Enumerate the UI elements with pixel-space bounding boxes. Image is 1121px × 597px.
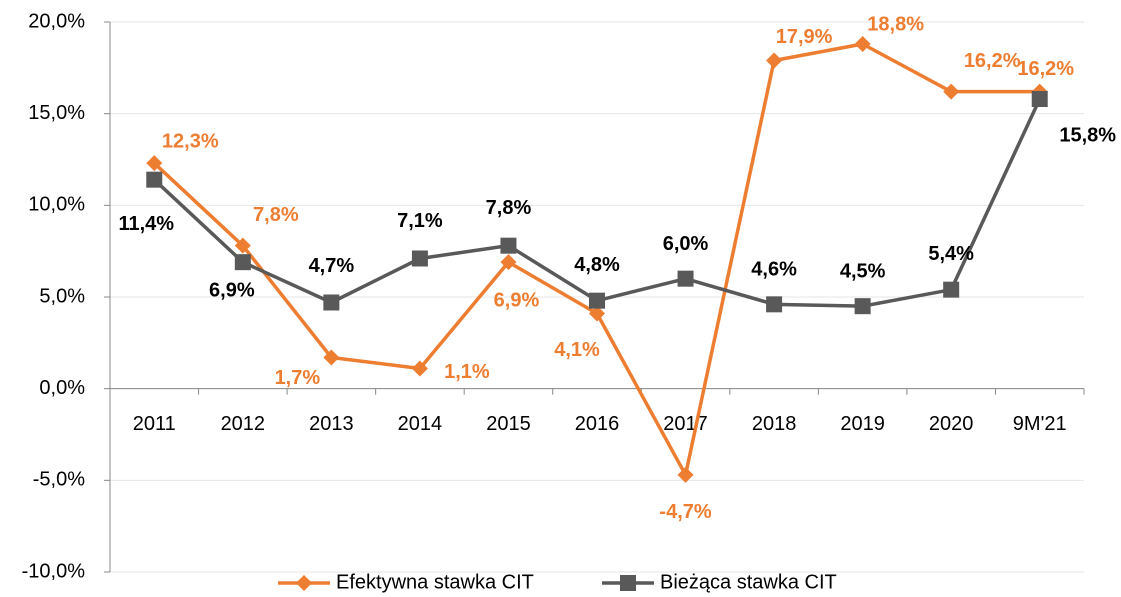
data-label: 4,5% [840, 260, 886, 282]
data-label: 4,8% [574, 254, 620, 276]
marker [677, 466, 694, 483]
marker [854, 298, 871, 315]
marker [234, 237, 251, 254]
x-tick-label: 2012 [221, 413, 266, 435]
x-tick-label: 2013 [309, 413, 354, 435]
data-label: 4,6% [751, 259, 797, 281]
data-label: 6,9% [209, 279, 255, 301]
x-tick-label: 2016 [575, 413, 620, 435]
legend-label: Bieżąca stawka CIT [660, 571, 837, 593]
x-tick-label: 2014 [398, 413, 443, 435]
marker [766, 52, 783, 69]
x-tick-label: 2011 [133, 413, 176, 435]
marker [234, 254, 251, 271]
marker [323, 349, 340, 366]
marker [500, 254, 517, 271]
x-tick-label: 2019 [840, 413, 885, 435]
y-tick-label: 5,0% [39, 285, 85, 307]
y-tick-label: -10,0% [22, 560, 86, 582]
y-tick-label: 10,0% [28, 194, 85, 216]
y-tick-label: -5,0% [33, 469, 85, 491]
marker [411, 360, 428, 377]
marker [146, 171, 163, 188]
data-label: 6,9% [494, 289, 540, 311]
marker [411, 250, 428, 267]
marker [500, 237, 517, 254]
x-tick-label: 2017 [663, 413, 708, 435]
data-label: 18,8% [867, 13, 924, 35]
data-label: 7,8% [486, 197, 532, 219]
data-label: -4,7% [659, 501, 711, 523]
marker [943, 281, 960, 298]
data-label: 17,9% [776, 26, 833, 48]
data-label: 12,3% [162, 130, 219, 152]
marker [296, 575, 312, 591]
legend-label: Efektywna stawka CIT [336, 571, 534, 593]
x-tick-label: 2018 [752, 413, 797, 435]
data-label: 15,8% [1059, 124, 1116, 146]
marker [677, 270, 694, 287]
y-tick-label: 15,0% [28, 102, 85, 124]
data-label: 7,1% [397, 210, 443, 232]
data-label: 11,4% [118, 213, 174, 235]
x-tick-label: 2020 [929, 413, 974, 435]
data-label: 16,2% [964, 50, 1021, 72]
marker [620, 575, 636, 591]
marker [943, 83, 960, 100]
y-tick-label: 20,0% [28, 10, 85, 32]
marker [1031, 91, 1048, 107]
data-label: 4,7% [309, 255, 355, 277]
x-tick-label: 9M'21 [1013, 413, 1067, 435]
data-label: 1,7% [275, 367, 321, 389]
marker [146, 155, 163, 172]
y-tick-label: 0,0% [39, 377, 85, 399]
data-label: 4,1% [554, 339, 600, 361]
marker [854, 36, 871, 52]
marker [323, 294, 340, 311]
data-label: 1,1% [444, 361, 490, 383]
data-label: 6,0% [663, 233, 709, 255]
data-label: 7,8% [253, 204, 299, 226]
marker [766, 296, 783, 313]
x-tick-label: 2015 [486, 413, 531, 435]
marker [589, 305, 605, 322]
marker [589, 292, 605, 309]
data-label: 5,4% [928, 243, 974, 265]
data-label: 16,2% [1017, 58, 1074, 80]
